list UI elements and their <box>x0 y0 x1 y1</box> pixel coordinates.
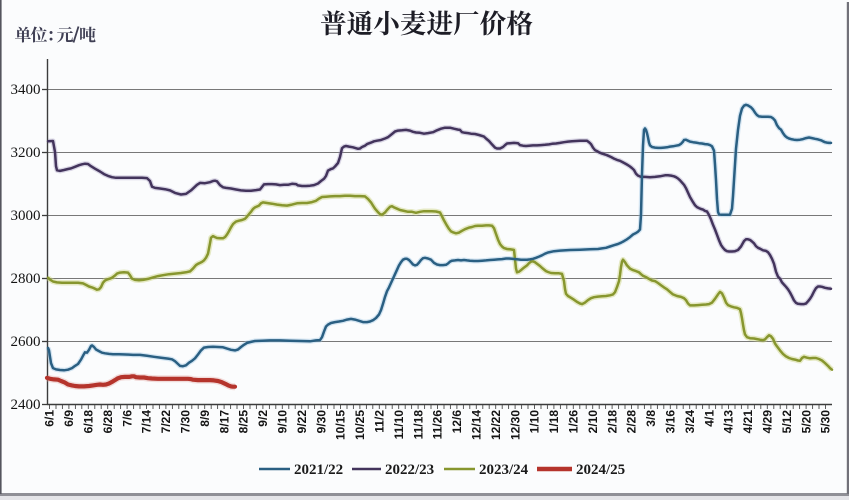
svg-text:8/25: 8/25 <box>237 410 251 434</box>
svg-text:4/13: 4/13 <box>722 410 736 434</box>
svg-text:8/17: 8/17 <box>217 410 231 434</box>
svg-text:2/10: 2/10 <box>586 410 600 434</box>
svg-text:1/10: 1/10 <box>528 410 542 434</box>
svg-text:4/21: 4/21 <box>741 410 755 434</box>
svg-text:5/30: 5/30 <box>819 410 833 434</box>
svg-text:9/22: 9/22 <box>295 410 309 434</box>
svg-text:2800: 2800 <box>11 271 41 287</box>
svg-text:11/18: 11/18 <box>411 410 425 440</box>
svg-text:1/18: 1/18 <box>547 410 561 434</box>
svg-text:3/8: 3/8 <box>644 410 658 427</box>
svg-text:12/22: 12/22 <box>489 410 503 440</box>
svg-text:10/15: 10/15 <box>334 410 348 440</box>
svg-text:2/28: 2/28 <box>625 410 639 434</box>
svg-text:2400: 2400 <box>11 397 41 413</box>
svg-text:11/26: 11/26 <box>431 410 445 440</box>
svg-text:5/12: 5/12 <box>780 410 794 434</box>
svg-text:4/29: 4/29 <box>761 410 775 434</box>
svg-text:12/6: 12/6 <box>450 410 464 434</box>
svg-text:10/25: 10/25 <box>353 410 367 440</box>
svg-text:9/30: 9/30 <box>314 410 328 434</box>
svg-text:2021/22: 2021/22 <box>294 462 343 478</box>
svg-text:9/10: 9/10 <box>276 410 290 434</box>
svg-text:5/20: 5/20 <box>799 410 813 434</box>
svg-text:9/2: 9/2 <box>256 410 270 427</box>
svg-text:3000: 3000 <box>11 208 41 224</box>
svg-text:3200: 3200 <box>11 145 41 161</box>
svg-text:2/18: 2/18 <box>605 410 619 434</box>
svg-text:4/1: 4/1 <box>702 410 716 427</box>
svg-text:11/10: 11/10 <box>392 410 406 440</box>
svg-text:2022/23: 2022/23 <box>385 462 434 478</box>
svg-text:6/28: 6/28 <box>101 410 115 434</box>
svg-text:12/14: 12/14 <box>470 410 484 440</box>
svg-text:6/1: 6/1 <box>43 410 57 427</box>
svg-text:7/30: 7/30 <box>179 410 193 434</box>
svg-text:7/6: 7/6 <box>120 410 134 427</box>
svg-text:1/26: 1/26 <box>567 410 581 434</box>
svg-text:2023/24: 2023/24 <box>479 462 529 478</box>
svg-text:2600: 2600 <box>11 334 41 350</box>
svg-text:6/18: 6/18 <box>82 410 96 434</box>
svg-text:2024/25: 2024/25 <box>576 462 625 478</box>
svg-text:8/9: 8/9 <box>198 410 212 427</box>
svg-text:7/14: 7/14 <box>140 410 154 434</box>
svg-text:3/24: 3/24 <box>683 410 697 434</box>
svg-text:6/9: 6/9 <box>62 410 76 427</box>
svg-text:11/2: 11/2 <box>373 410 387 433</box>
svg-text:7/22: 7/22 <box>159 410 173 434</box>
svg-text:12/30: 12/30 <box>508 410 522 440</box>
svg-text:3/16: 3/16 <box>664 410 678 434</box>
svg-text:3400: 3400 <box>11 82 41 98</box>
